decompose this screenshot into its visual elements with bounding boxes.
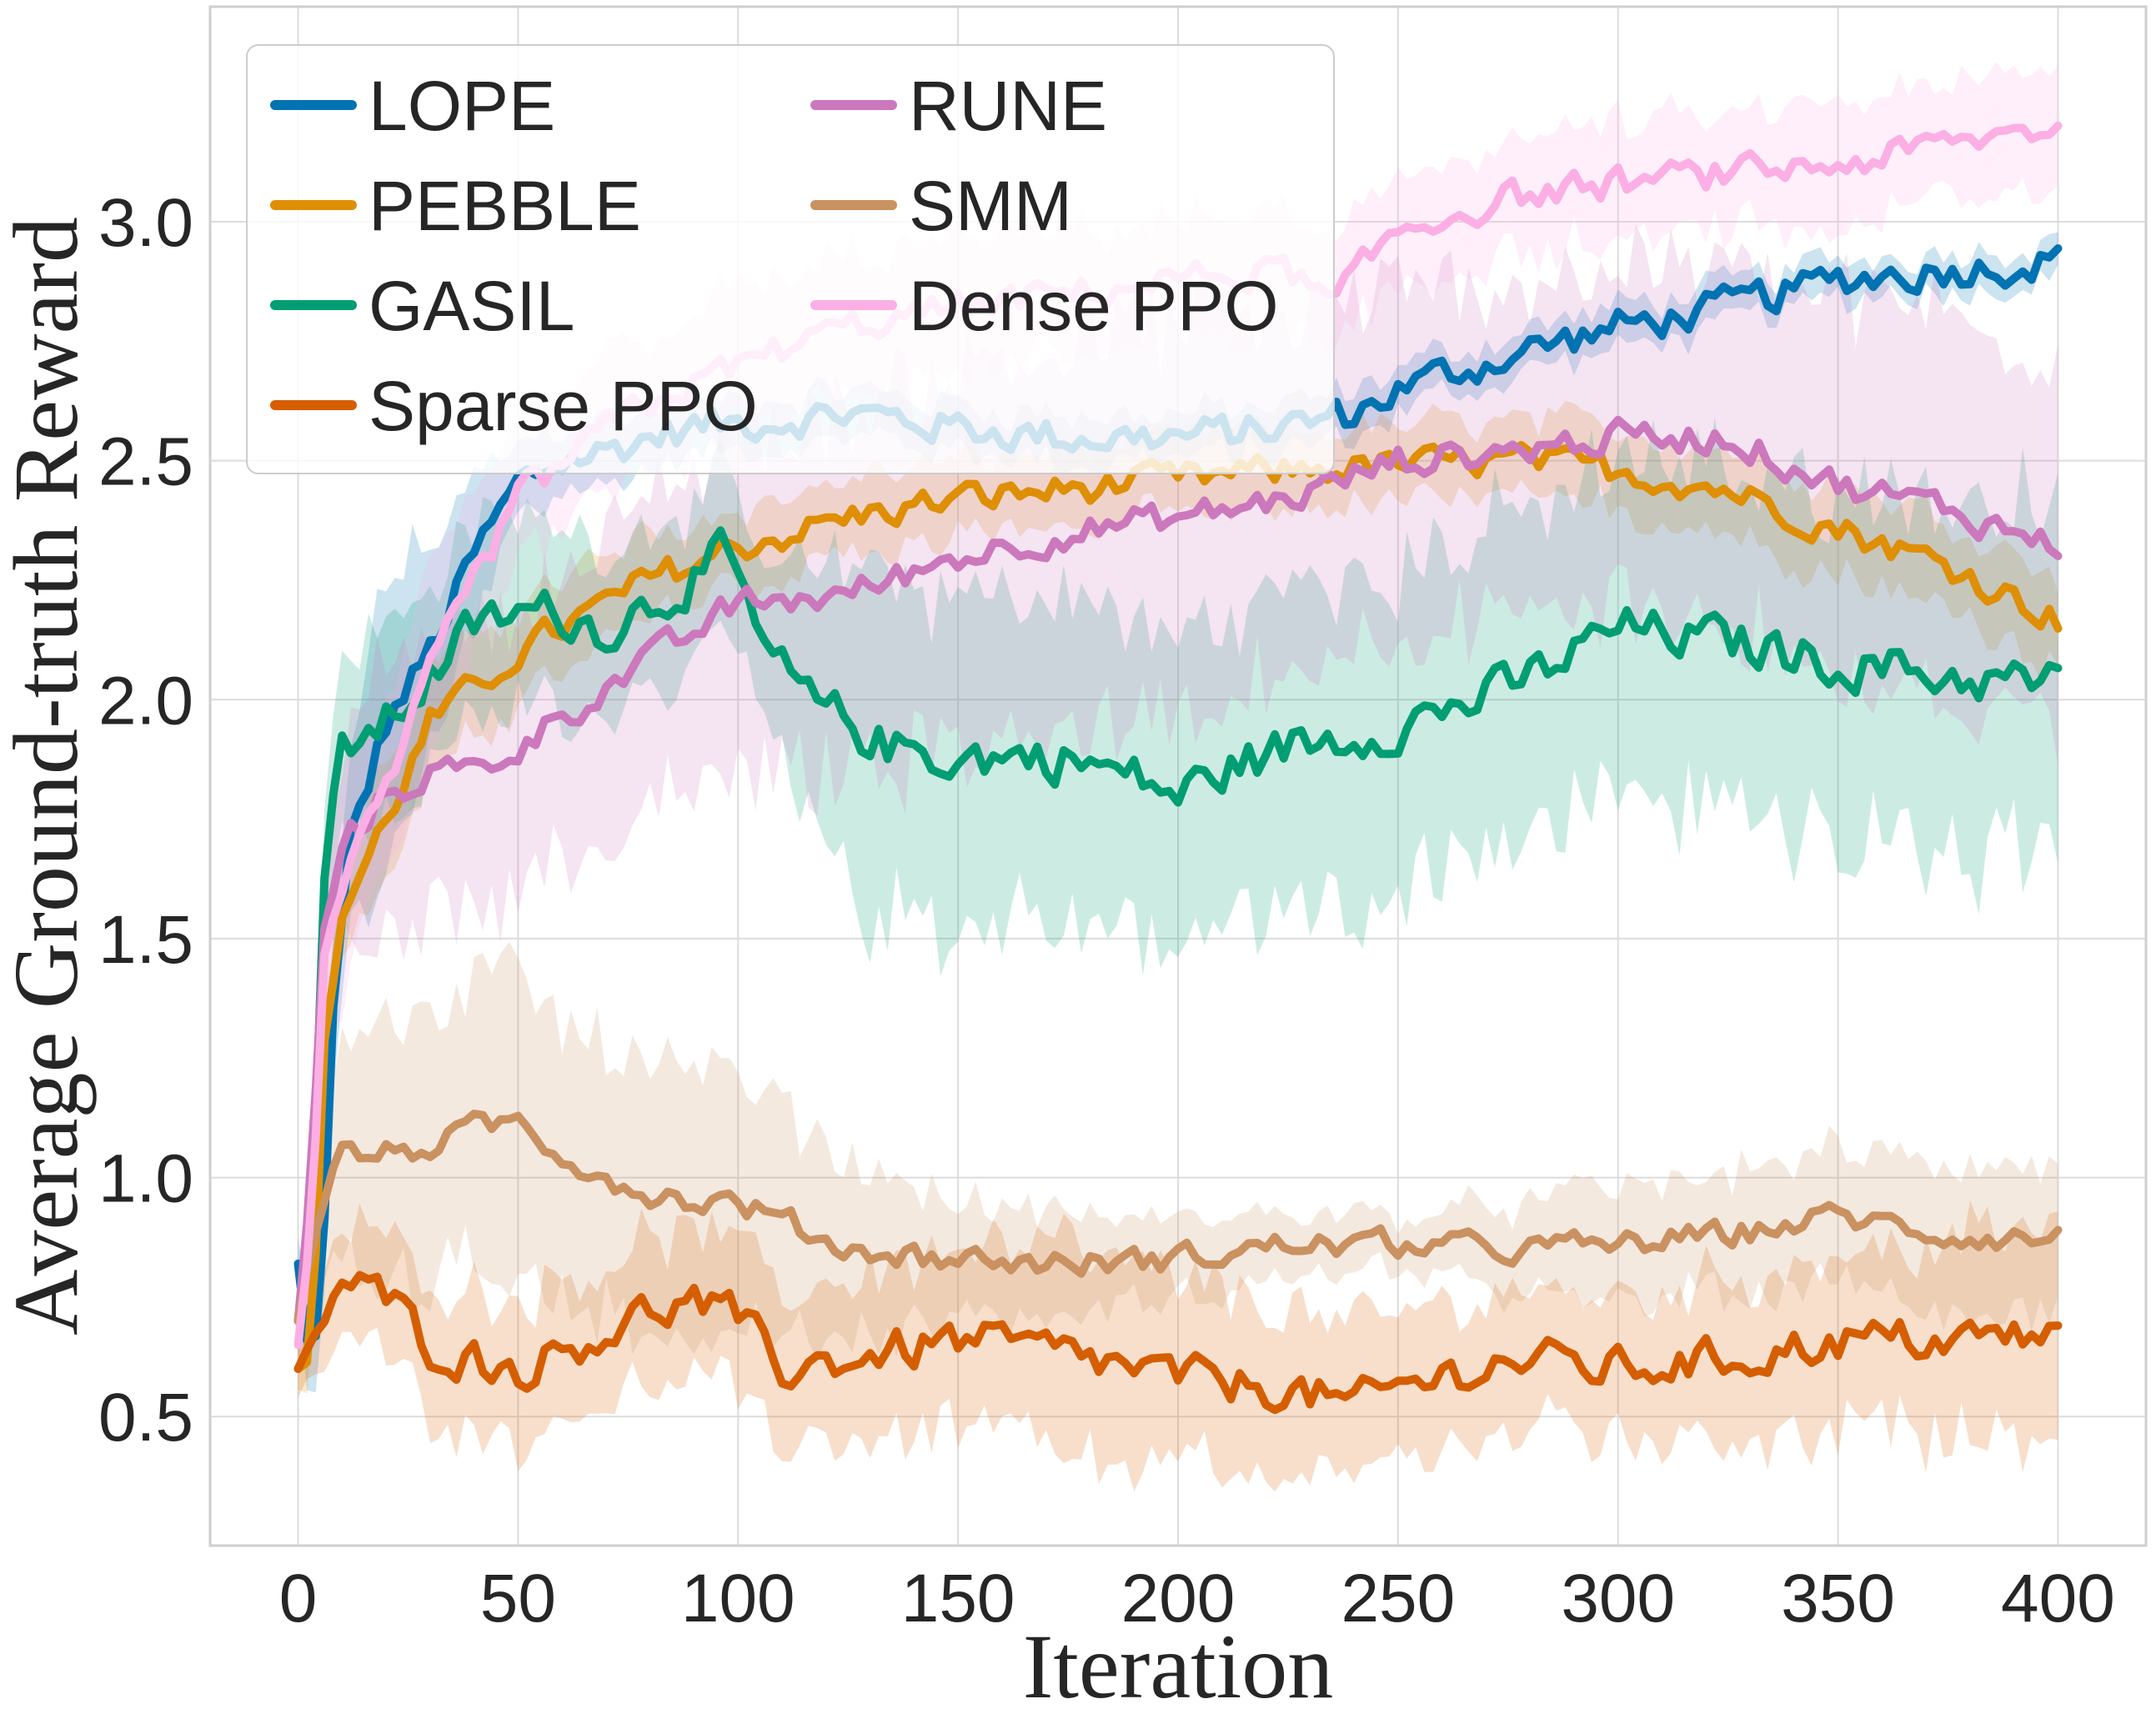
- legend: LOPE PEBBLE GASIL Sparse PPO RUNE SMM Dense PP…: [246, 44, 1335, 474]
- rune-line: [293, 415, 2063, 1326]
- x-tick-label: 350: [1781, 1561, 1895, 1636]
- y-tick-labels: 0.5 1.0 1.5 2.0 2.5 3.0: [98, 185, 193, 1456]
- legend-label-gasil: GASIL: [369, 267, 574, 345]
- y-tick-label: 1.5: [98, 902, 193, 978]
- x-tick-labels: 0 50 100 150 200 250 300 350 400: [279, 1561, 2115, 1636]
- legend-label-sparse-ppo: Sparse PPO: [369, 367, 758, 445]
- y-tick-label: 3.0: [98, 185, 193, 261]
- x-tick-label: 300: [1561, 1561, 1675, 1636]
- x-tick-label: 0: [279, 1561, 318, 1636]
- sparse-ppo-line: [293, 1270, 2063, 1415]
- legend-label-lope: LOPE: [369, 67, 555, 145]
- legend-label-rune: RUNE: [909, 67, 1107, 145]
- y-tick-label: 1.0: [98, 1141, 193, 1217]
- gasil-line: [293, 526, 2063, 1326]
- legend-label-smm: SMM: [909, 167, 1072, 245]
- y-axis-label: Average Ground-truth Reward: [0, 217, 97, 1336]
- rune-band: [298, 223, 2058, 1352]
- pebble-line: [293, 441, 2063, 1373]
- x-tick-label: 200: [1121, 1561, 1236, 1636]
- y-tick-label: 2.0: [98, 663, 193, 739]
- y-tick-label: 2.5: [98, 424, 193, 500]
- sparse-ppo-band: [298, 1200, 2058, 1492]
- smm-band: [298, 942, 2058, 1370]
- x-tick-label: 150: [901, 1561, 1015, 1636]
- legend-box: [246, 44, 1335, 474]
- plot-frame: [208, 5, 2148, 1547]
- legend-label-dense-ppo: Dense PPO: [909, 267, 1279, 345]
- x-tick-label: 100: [681, 1561, 795, 1636]
- legend-label-pebble: PEBBLE: [369, 167, 641, 245]
- x-tick-label: 400: [2001, 1561, 2115, 1636]
- y-tick-label: 0.5: [98, 1380, 193, 1456]
- x-axis-label: Iteration: [1023, 1616, 1334, 1717]
- x-tick-label: 250: [1341, 1561, 1455, 1636]
- x-tick-label: 50: [480, 1561, 556, 1636]
- gasil-band: [298, 418, 2058, 1367]
- smm-line: [293, 1110, 2063, 1326]
